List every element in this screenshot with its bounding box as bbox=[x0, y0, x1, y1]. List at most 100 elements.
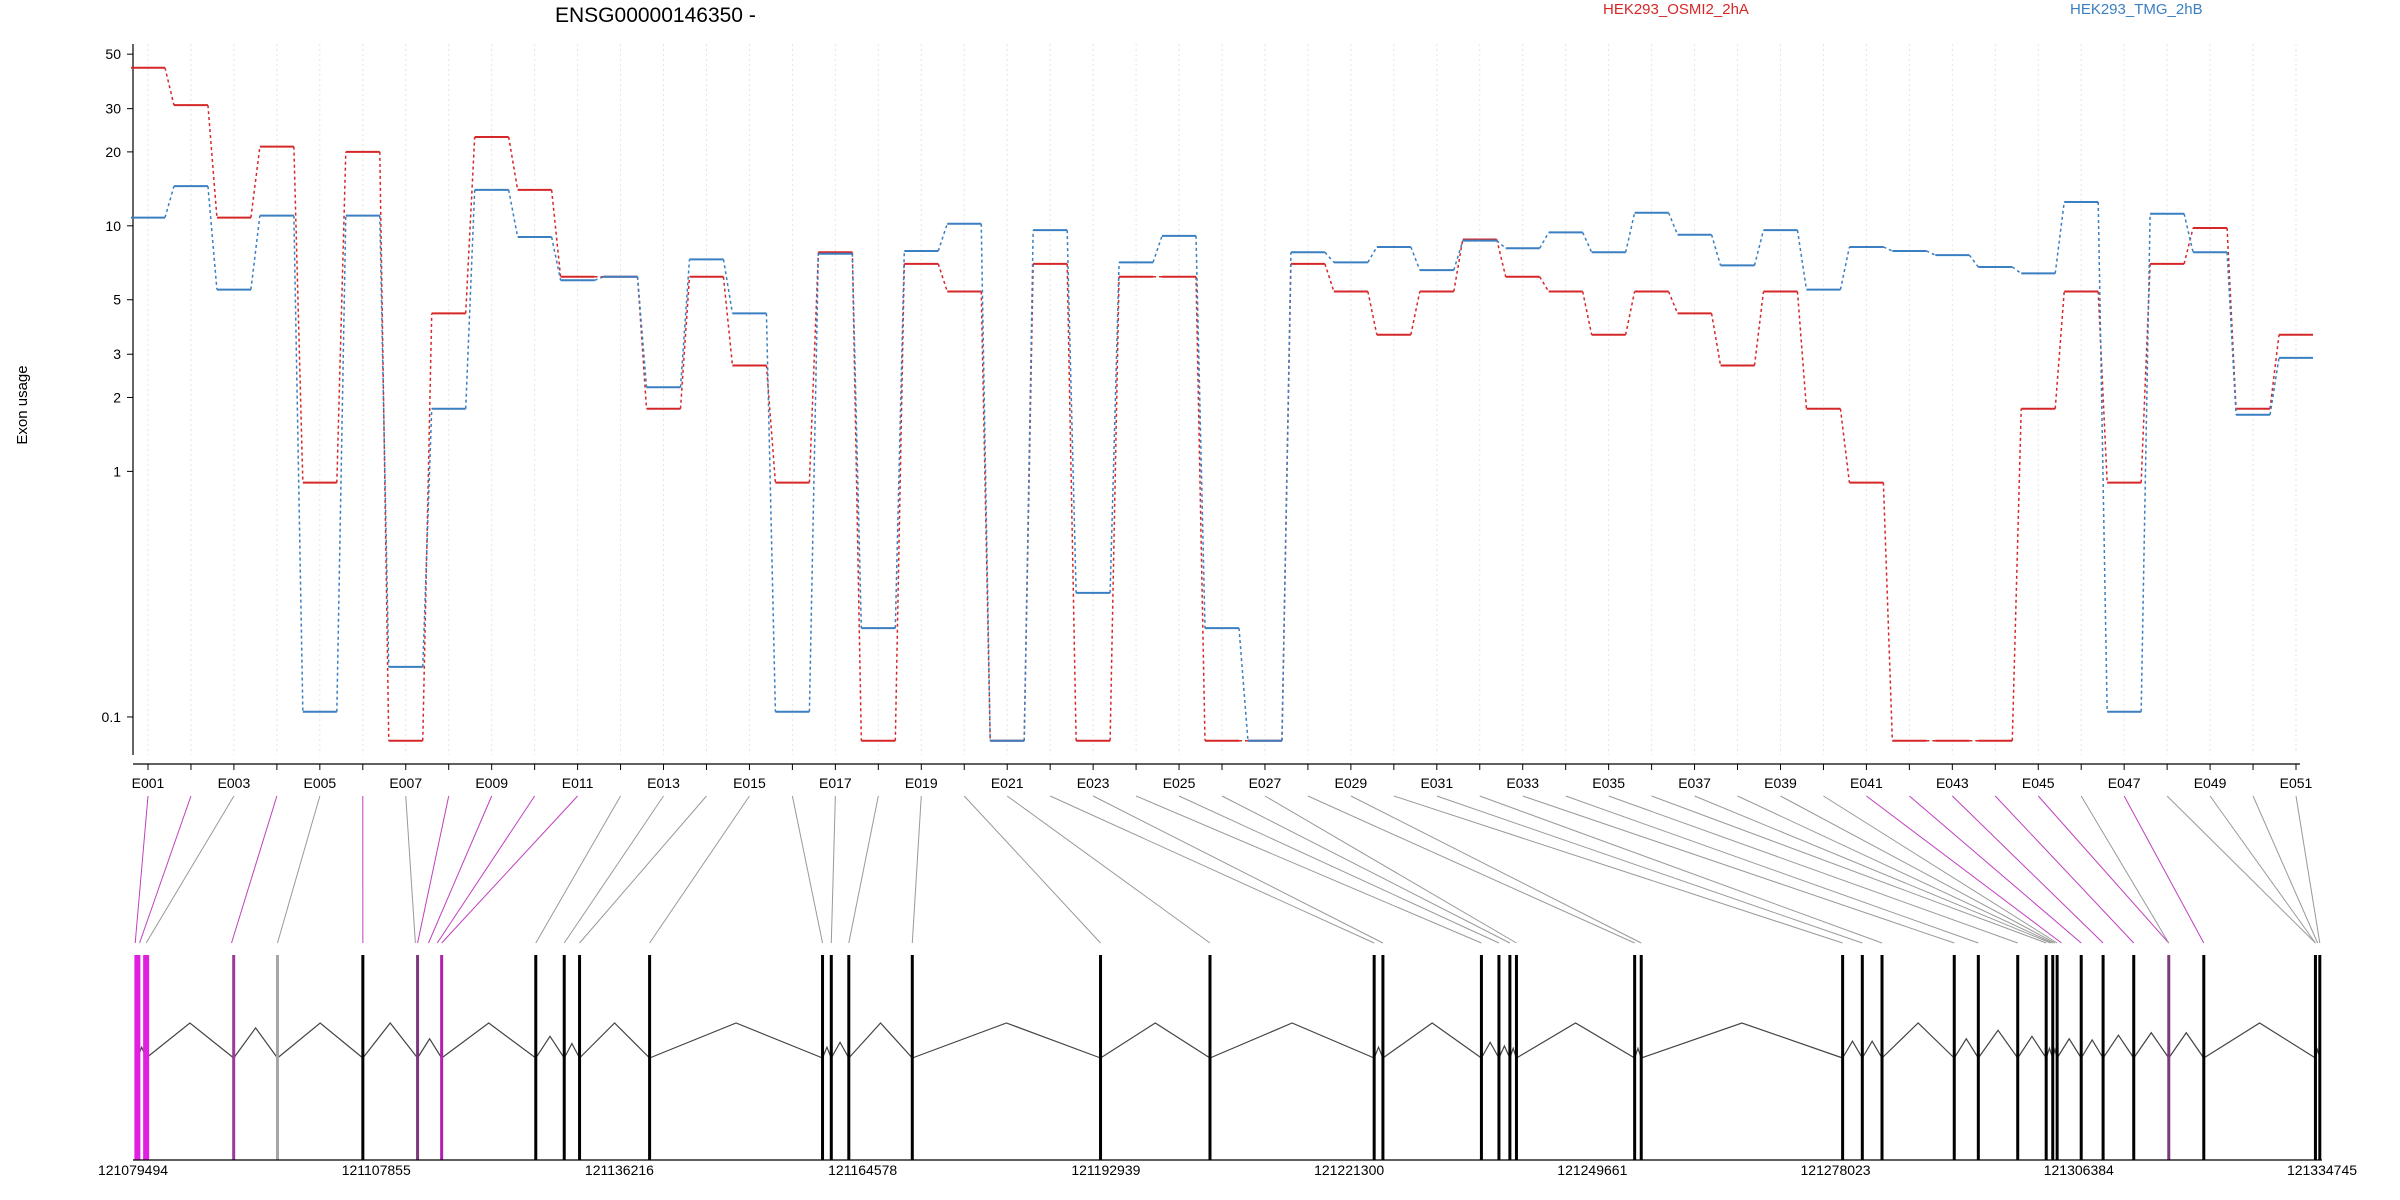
connector-line bbox=[2054, 201, 2065, 274]
gene-model-exon bbox=[2101, 955, 2105, 1160]
intron-arc bbox=[1977, 1029, 2019, 1059]
x-tick-label: E047 bbox=[2108, 775, 2141, 791]
exon-connector bbox=[134, 795, 149, 944]
exon-connector bbox=[963, 795, 1101, 944]
intron-arc bbox=[441, 1022, 537, 1059]
x-tick-label: E029 bbox=[1335, 775, 1368, 791]
exon-connector bbox=[1264, 795, 1517, 944]
intron-arc bbox=[2168, 1031, 2205, 1059]
exon-connector bbox=[535, 795, 621, 944]
gene-model-exon bbox=[1479, 955, 1483, 1160]
intron-arc bbox=[848, 1022, 913, 1059]
genomic-coordinate-label: 121192939 bbox=[1071, 1162, 1140, 1178]
y-tick-label: 2 bbox=[113, 389, 121, 405]
connector-line bbox=[1624, 291, 1636, 335]
intron-arc bbox=[1953, 1037, 1979, 1059]
x-tick-label: E009 bbox=[475, 775, 508, 791]
exon-connector bbox=[139, 795, 192, 944]
connector-line bbox=[2269, 357, 2280, 415]
gene-model-exon bbox=[1514, 955, 1518, 1160]
y-tick-label: 10 bbox=[105, 218, 121, 234]
axes bbox=[132, 44, 2300, 765]
intron-arc bbox=[1842, 1039, 1863, 1059]
gene-model bbox=[134, 955, 2322, 1160]
exon-connector bbox=[911, 795, 922, 944]
connector-line bbox=[293, 215, 304, 712]
connector-line bbox=[1238, 628, 1249, 741]
x-tick-label: E025 bbox=[1163, 775, 1196, 791]
x-tick-label: E021 bbox=[991, 775, 1024, 791]
connector-line bbox=[1581, 291, 1593, 335]
connector-line bbox=[1796, 230, 1808, 290]
connector-line bbox=[980, 291, 991, 741]
connector-line bbox=[293, 146, 304, 483]
connector-line bbox=[980, 223, 991, 741]
y-tick-label: 5 bbox=[113, 292, 121, 308]
exon-connector bbox=[1651, 795, 2047, 944]
connector-line bbox=[207, 186, 218, 290]
exon-connector bbox=[649, 795, 750, 944]
connector-line bbox=[550, 189, 562, 277]
connector-line bbox=[1753, 229, 1765, 266]
exon-connector bbox=[1565, 795, 1979, 944]
x-tick-label: E007 bbox=[389, 775, 422, 791]
exon-connector bbox=[1866, 795, 2062, 944]
exon-connector bbox=[2123, 795, 2205, 944]
exon-connector bbox=[1479, 795, 1883, 944]
intron-arc bbox=[1516, 1022, 1635, 1059]
connector-line bbox=[1753, 291, 1765, 366]
gene-model-exon bbox=[134, 955, 141, 1160]
exon-connector bbox=[436, 795, 536, 944]
exon-connector bbox=[1436, 795, 1863, 944]
connector-line bbox=[1066, 263, 1077, 741]
x-tick-label: E041 bbox=[1850, 775, 1883, 791]
connector-line bbox=[1883, 246, 1893, 252]
connector-line bbox=[1796, 291, 1808, 409]
exon-connector bbox=[2295, 795, 2321, 944]
connector-line bbox=[2183, 227, 2194, 265]
connector-line bbox=[2140, 213, 2151, 712]
exon-connector bbox=[405, 795, 416, 944]
exon-connector bbox=[1737, 795, 2053, 944]
connector-line bbox=[2183, 213, 2194, 253]
genomic-coordinate-label: 121306384 bbox=[2044, 1162, 2114, 1178]
x-tick-label: E023 bbox=[1077, 775, 1110, 791]
connector-line bbox=[937, 223, 948, 252]
intron-arc bbox=[2056, 1037, 2082, 1059]
gene-model-exon bbox=[143, 955, 150, 1160]
exon-connector bbox=[848, 795, 879, 944]
connector-line bbox=[1410, 246, 1421, 271]
connector-line bbox=[336, 215, 347, 712]
gene-model-exon bbox=[440, 955, 444, 1160]
connector-line bbox=[164, 67, 175, 106]
genomic-coordinate-label: 121334745 bbox=[2287, 1162, 2357, 1178]
x-tick-label: E045 bbox=[2022, 775, 2055, 791]
connector-line bbox=[894, 250, 906, 629]
intron-arc bbox=[2102, 1034, 2135, 1059]
connector-line bbox=[1839, 246, 1851, 290]
connector-line bbox=[250, 146, 261, 218]
connector-line bbox=[1882, 482, 1894, 741]
exon-connector bbox=[1092, 795, 1384, 944]
connector-line bbox=[2226, 227, 2237, 409]
connector-line bbox=[851, 252, 863, 741]
x-axis-ticks: E001 E003 E005 E007 E009 E011 E013 E015 E017 E019… bbox=[132, 764, 2313, 791]
connector-line bbox=[1152, 235, 1163, 263]
connector-line bbox=[1926, 250, 1936, 256]
connector-line bbox=[1839, 408, 1851, 483]
gene-model-exon bbox=[1208, 955, 1212, 1160]
x-tick-label: E017 bbox=[819, 775, 852, 791]
gene-model-exon bbox=[1880, 955, 1884, 1160]
connector-line bbox=[808, 253, 820, 712]
gene-model-exon bbox=[1952, 955, 1956, 1160]
connector-line bbox=[2269, 334, 2280, 409]
connector-line bbox=[636, 276, 648, 388]
x-tick-label: E043 bbox=[1936, 775, 1969, 791]
connector-line bbox=[679, 259, 691, 388]
exon-connector bbox=[1994, 795, 2135, 944]
exon-connector bbox=[441, 795, 578, 944]
exon-connector bbox=[1350, 795, 1642, 944]
connector-line bbox=[722, 259, 734, 314]
exon-connector bbox=[1135, 795, 1482, 944]
connector-line bbox=[2054, 291, 2065, 409]
